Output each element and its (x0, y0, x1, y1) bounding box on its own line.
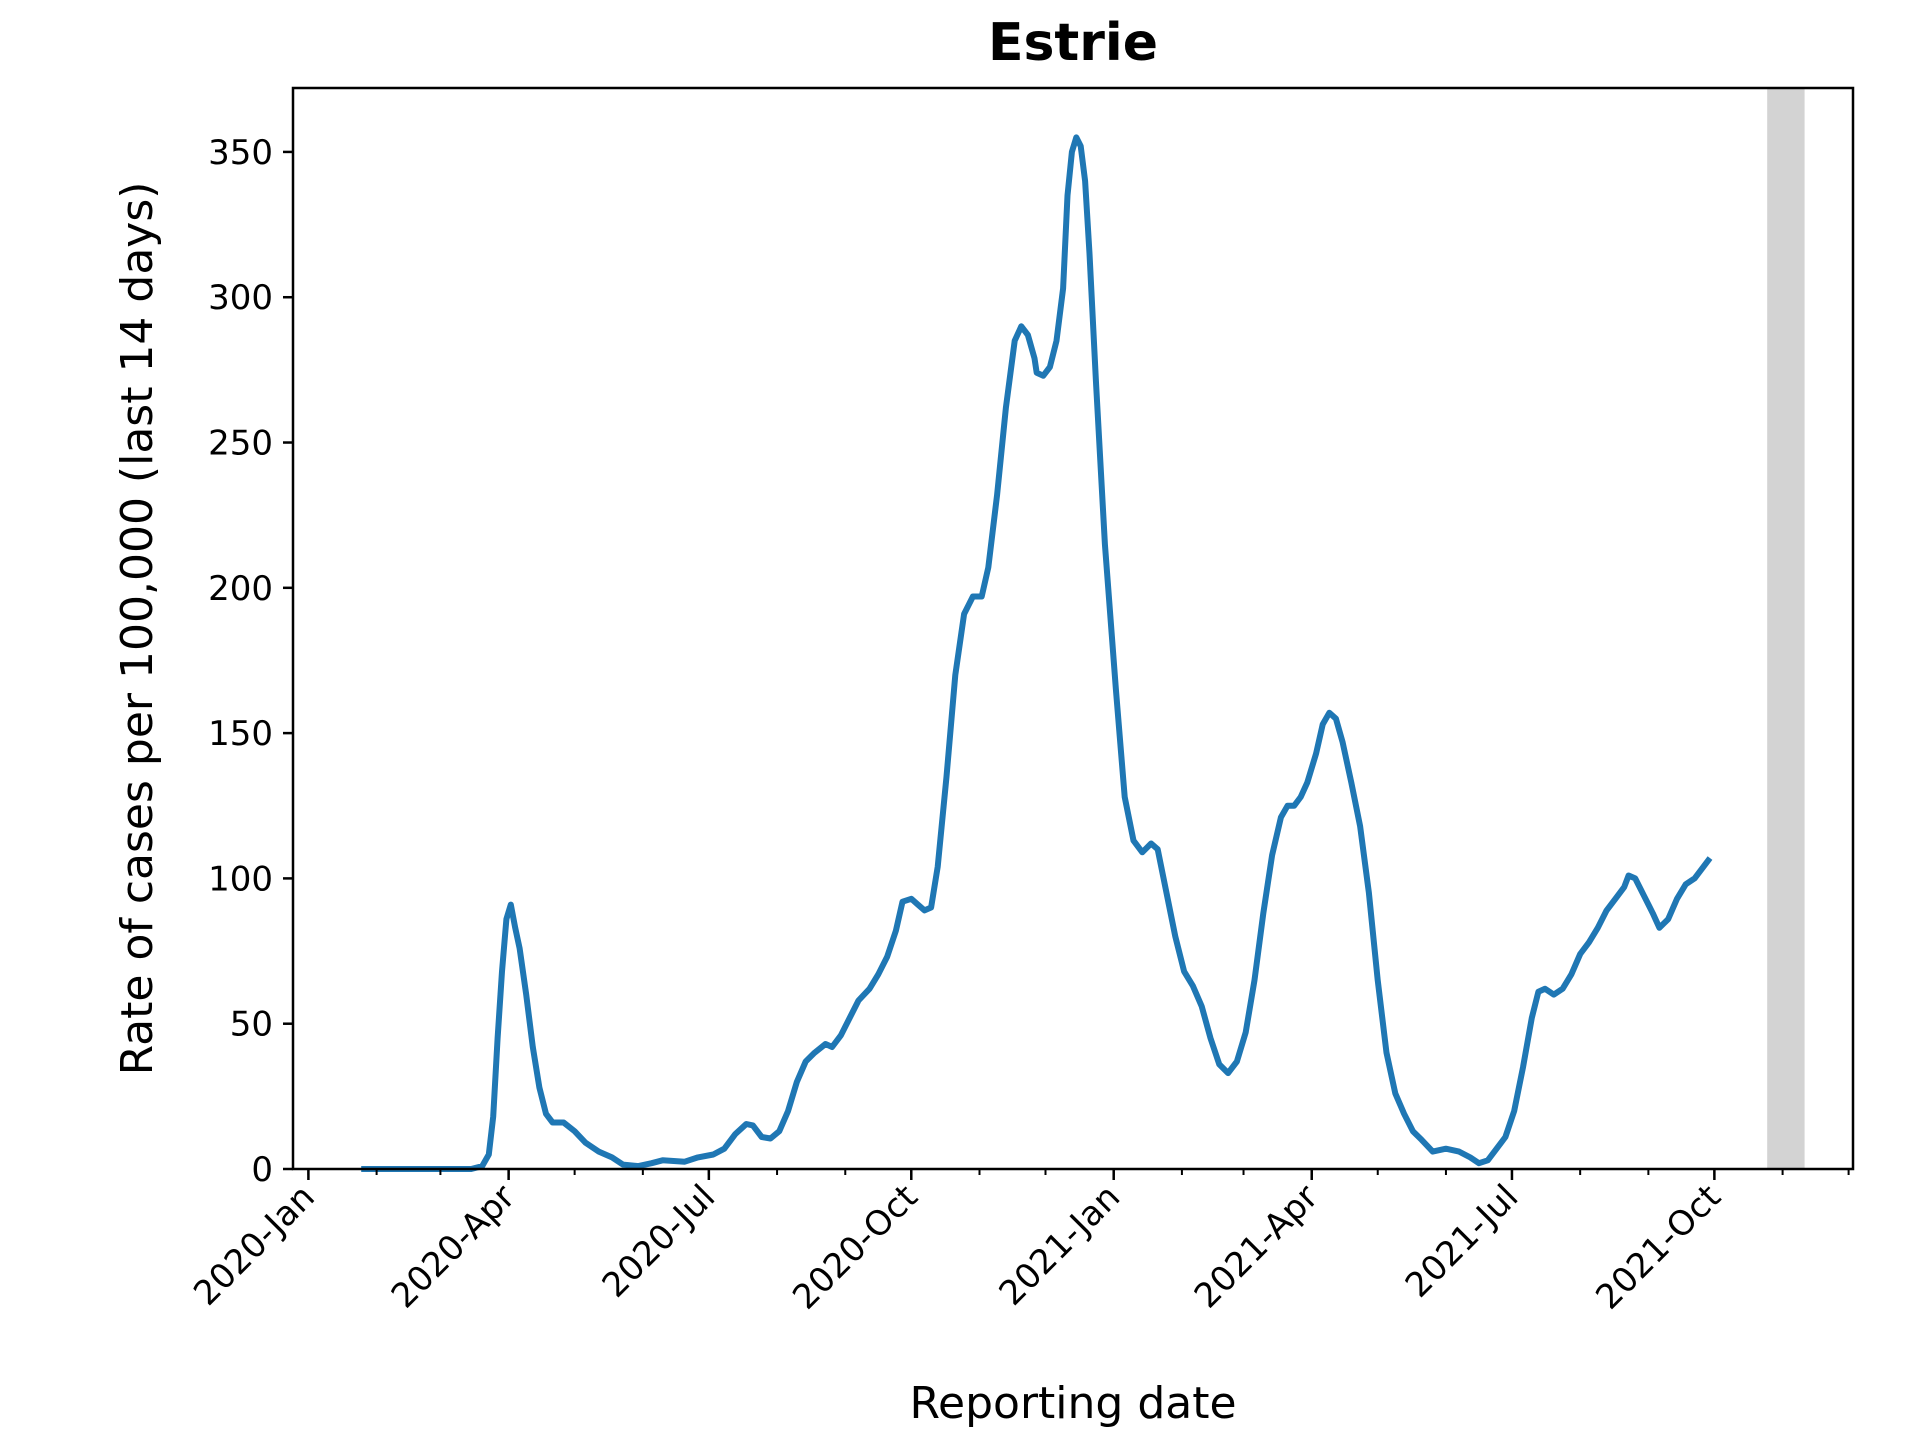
y-tick-label: 300 (208, 278, 273, 318)
y-tick-label: 50 (230, 1005, 273, 1045)
shaded-region (1767, 88, 1805, 1169)
y-tick-label: 350 (208, 133, 273, 173)
y-tick-label: 200 (208, 569, 273, 609)
x-tick-label: 2020-Apr (384, 1177, 523, 1316)
x-tick-label: 2020-Jan (186, 1177, 323, 1314)
x-tick-label: 2020-Oct (785, 1177, 925, 1317)
y-tick-label: 100 (208, 859, 273, 899)
x-tick-label: 2021-Jul (1398, 1177, 1526, 1305)
x-tick-label: 2021-Jan (992, 1177, 1129, 1314)
x-axis-label: Reporting date (909, 1378, 1236, 1429)
x-tick-label: 2021-Oct (1588, 1177, 1728, 1317)
shaded-region-layer (1767, 88, 1805, 1169)
series-line (361, 134, 1713, 1172)
x-tick-label: 2021-Apr (1187, 1177, 1326, 1316)
series-layer (361, 134, 1713, 1172)
x-tick-label: 2020-Jul (595, 1177, 723, 1305)
plot-frame (291, 86, 1855, 1171)
y-tick-label: 0 (251, 1150, 273, 1190)
x-axis: 2020-Jan 2020-Apr 2020-Jul 2020-Oct 2021-Jan… (186, 1169, 1850, 1317)
chart-title: Estrie (988, 13, 1158, 73)
y-tick-label: 150 (208, 714, 273, 754)
y-axis: 0 50 100 150 200 250 300 350 (208, 133, 293, 1190)
y-axis-label: Rate of cases per 100,000 (last 14 days) (112, 182, 163, 1076)
y-tick-label: 250 (208, 424, 273, 464)
